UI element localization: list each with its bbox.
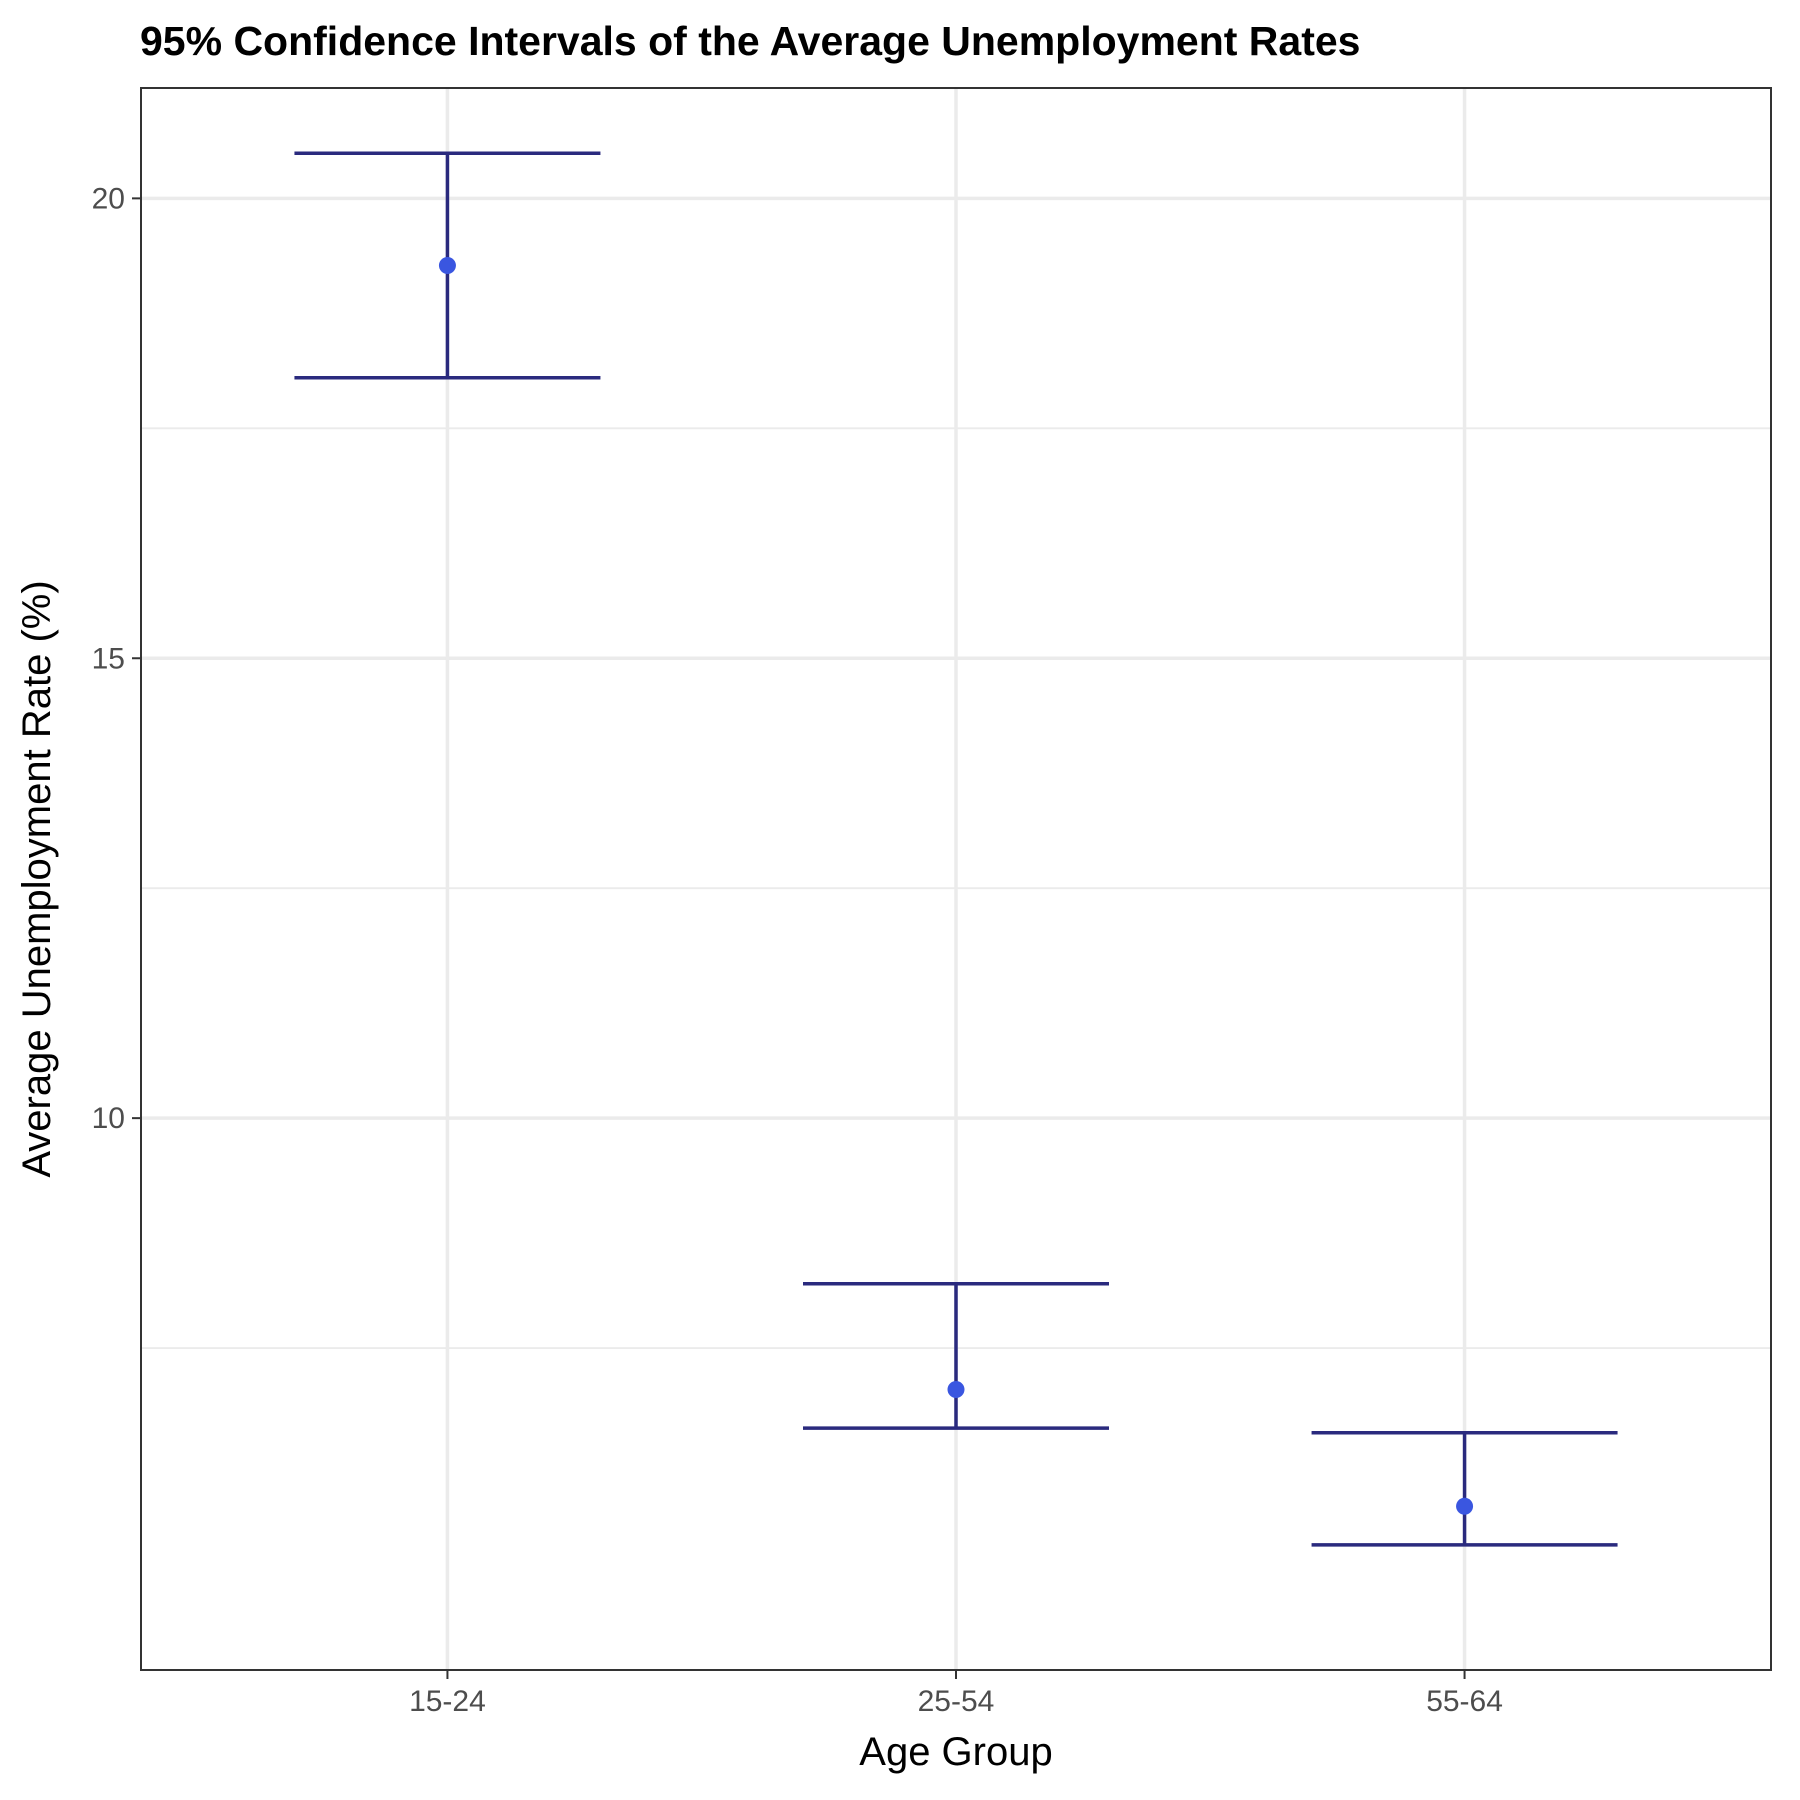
axes: 10 15 20 15-24 25-54 55-64 <box>92 182 1503 1718</box>
x-tick-label: 25-54 <box>918 1685 995 1718</box>
errorbar-15-24 <box>294 151 601 380</box>
x-tick-label: 15-24 <box>409 1685 486 1718</box>
x-axis-title: Age Group <box>859 1730 1052 1774</box>
mean-point <box>1456 1497 1474 1515</box>
x-tick-label: 55-64 <box>1426 1685 1503 1718</box>
y-tick-label: 15 <box>92 642 125 675</box>
y-tick-label: 10 <box>92 1102 125 1135</box>
mean-point <box>947 1380 965 1398</box>
y-axis-title: Average Unemployment Rate (%) <box>15 580 59 1177</box>
y-tick-label: 20 <box>92 182 125 215</box>
marks <box>294 151 1618 1547</box>
errorbar-25-54 <box>803 1281 1109 1430</box>
mean-point <box>438 257 456 275</box>
chart-title: 95% Confidence Intervals of the Average … <box>140 18 1360 64</box>
errorbar-55-64 <box>1311 1430 1618 1547</box>
